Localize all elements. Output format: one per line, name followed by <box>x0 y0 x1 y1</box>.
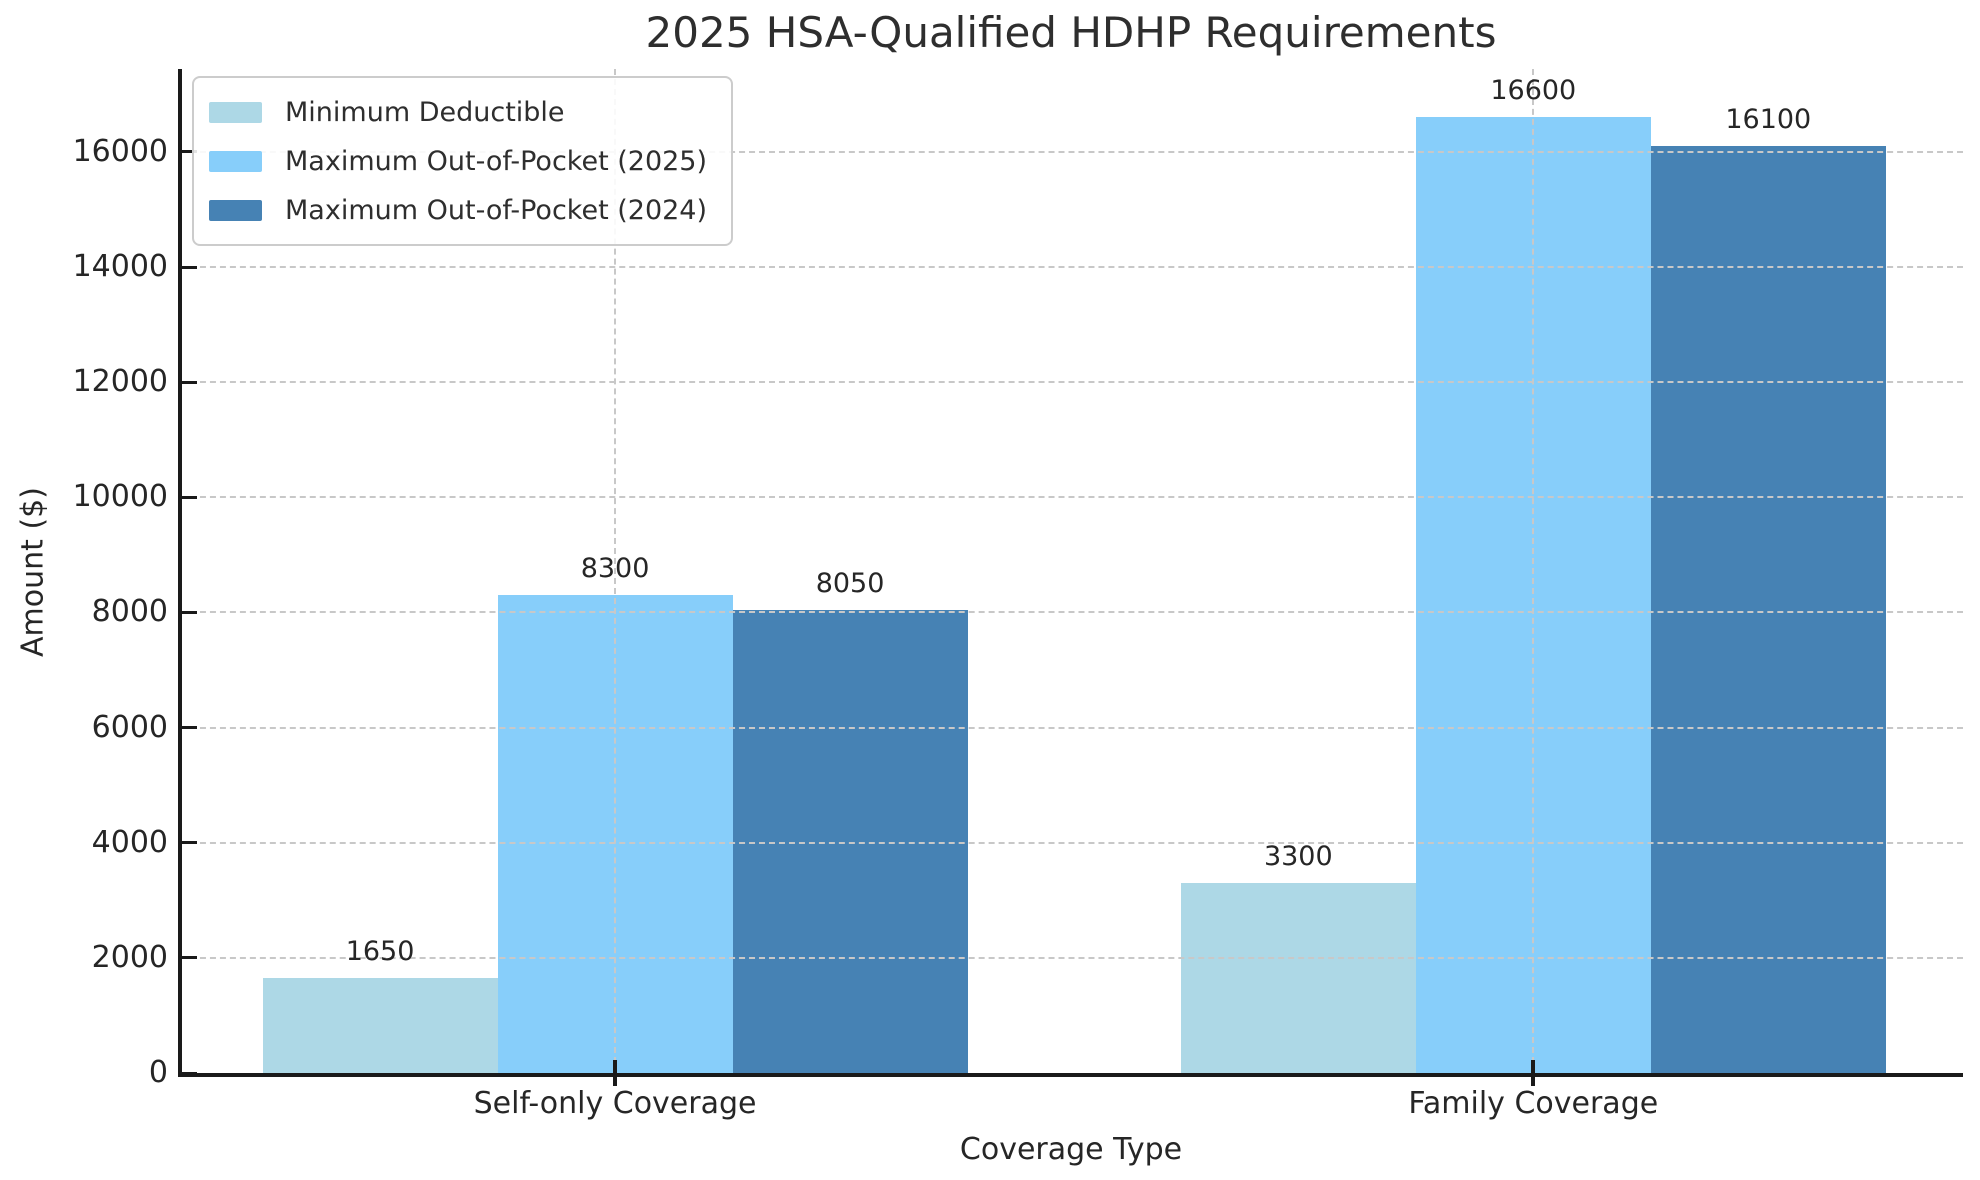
y-tick-mark <box>182 726 197 730</box>
x-axis-spine <box>178 1073 1963 1077</box>
y-tick-label: 4000 <box>91 824 168 860</box>
gridline-horizontal <box>180 496 1963 499</box>
x-axis-label: Coverage Type <box>959 1132 1183 1167</box>
y-tick-label: 8000 <box>91 594 168 630</box>
bar-value-label: 16100 <box>1725 104 1812 136</box>
bar-value-label: 8300 <box>580 553 650 585</box>
bar-value-label: 1650 <box>345 936 415 967</box>
chart-title: 2025 HSA-Qualified HDHP Requirements <box>645 8 1497 57</box>
gridline-horizontal <box>180 956 1963 959</box>
bar-value-label: 3300 <box>1263 841 1333 873</box>
y-tick-label: 12000 <box>72 364 168 400</box>
y-tick-mark <box>182 495 197 499</box>
y-tick-label: 10000 <box>72 479 168 515</box>
gridline-horizontal <box>180 381 1963 384</box>
y-tick-mark <box>182 150 197 154</box>
legend: Minimum Deductible Maximum Out-of-Pocket… <box>192 76 734 246</box>
x-tick-mark <box>613 1060 618 1086</box>
x-tick-label-family: Family Coverage <box>1408 1086 1659 1121</box>
gridline-horizontal <box>180 266 1963 269</box>
bar-family-coverage-s0 <box>1180 883 1416 1073</box>
y-tick-label: 2000 <box>91 939 168 975</box>
legend-item: Maximum Out-of-Pocket (2025) <box>209 141 707 181</box>
bar-self-only-coverage-s2 <box>732 609 968 1073</box>
bar-self-only-coverage-s0 <box>262 978 498 1073</box>
legend-item: Maximum Out-of-Pocket (2024) <box>209 190 707 230</box>
x-tick-mark <box>1531 1060 1536 1086</box>
y-tick-label: 14000 <box>72 249 168 285</box>
gridline-vertical <box>1532 69 1535 1073</box>
bar-value-label: 8050 <box>815 567 885 599</box>
y-tick-mark <box>182 1071 197 1075</box>
y-tick-label: 16000 <box>72 133 168 169</box>
gridline-horizontal <box>180 611 1963 614</box>
gridline-horizontal <box>180 841 1963 844</box>
x-tick-label-self-only: Self-only Coverage <box>473 1086 757 1121</box>
gridline-horizontal <box>180 150 1963 153</box>
legend-swatch-max-oop-2024 <box>209 199 262 221</box>
y-tick-mark <box>182 265 197 269</box>
bar-family-coverage-s2 <box>1650 146 1886 1073</box>
gridline-vertical <box>614 69 617 1073</box>
y-tick-mark <box>182 841 197 845</box>
legend-swatch-max-oop-2025 <box>209 150 262 172</box>
legend-swatch-minimum-deductible <box>209 101 262 123</box>
legend-label: Maximum Out-of-Pocket (2025) <box>285 145 708 177</box>
y-tick-mark <box>182 380 197 384</box>
legend-label: Maximum Out-of-Pocket (2024) <box>285 194 708 226</box>
gridline-horizontal <box>180 726 1963 729</box>
y-tick-mark <box>182 610 197 614</box>
y-tick-label: 6000 <box>91 709 168 745</box>
legend-label: Minimum Deductible <box>285 96 565 128</box>
y-tick-label: 0 <box>148 1055 168 1090</box>
y-tick-mark <box>182 956 197 960</box>
bar-value-label: 16600 <box>1490 75 1577 107</box>
legend-item: Minimum Deductible <box>209 92 707 132</box>
y-axis-spine <box>178 69 182 1077</box>
